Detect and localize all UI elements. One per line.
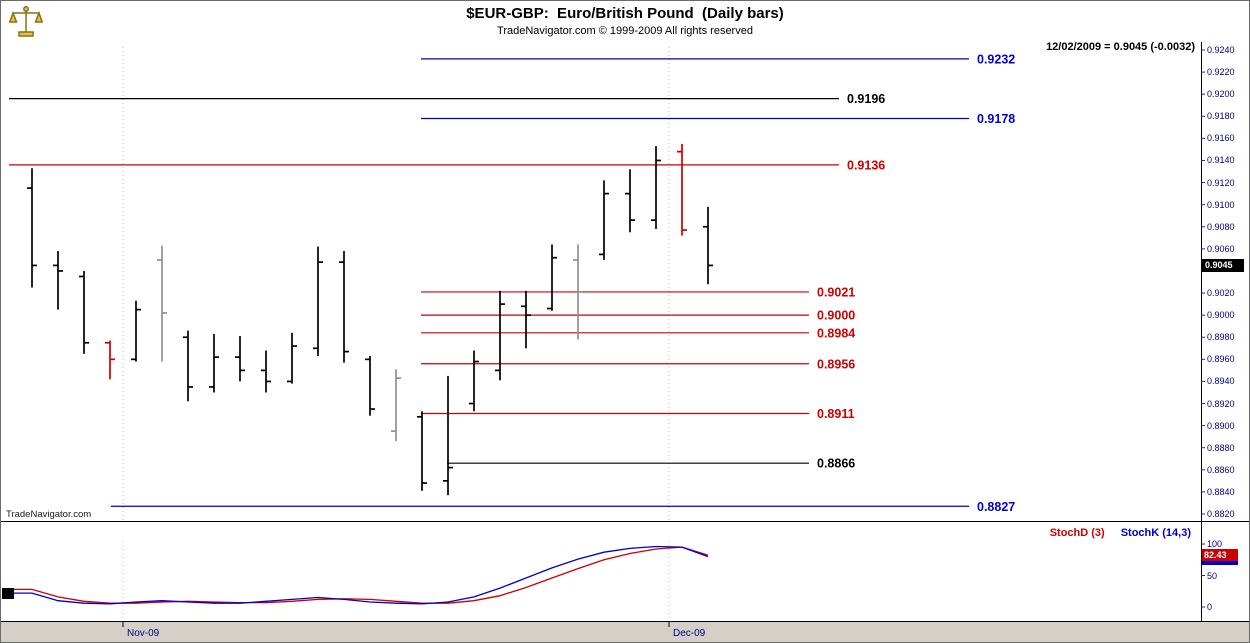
svg-text:0.9000: 0.9000 (817, 309, 855, 323)
stoch-value-badge: 82.43 (1202, 549, 1238, 562)
stochk-badge-sliver (1202, 561, 1238, 566)
price-tick-label: 0.9020 (1207, 288, 1235, 299)
stochd-legend-label[interactable]: StochD (3) (1049, 527, 1105, 539)
price-tick-label: 0.9180 (1207, 111, 1235, 122)
month-label: Dec-09 (673, 628, 706, 639)
month-label: Nov-09 (127, 628, 160, 639)
price-tick-label: 0.8920 (1207, 398, 1235, 409)
svg-text:0.8984: 0.8984 (817, 326, 855, 340)
svg-text:0.9178: 0.9178 (977, 112, 1015, 126)
price-tick-label: 0.8860 (1207, 464, 1235, 475)
price-tick-label: 0.9080 (1207, 221, 1235, 232)
price-tick-label: 0.8900 (1207, 420, 1235, 431)
price-tick-label: 0.8820 (1207, 509, 1235, 519)
price-tick-label: 0.9000 (1207, 310, 1235, 321)
app-logo-icon (8, 5, 44, 39)
price-tick-label: 0.9240 (1207, 45, 1235, 55)
stoch-tick-label: 0 (1207, 602, 1213, 612)
svg-text:0.8866: 0.8866 (817, 457, 855, 471)
price-tick-label: 0.9100 (1207, 199, 1235, 210)
price-tick-label: 0.8880 (1207, 442, 1235, 453)
price-tick-label: 0.9160 (1207, 133, 1235, 144)
svg-text:0.9196: 0.9196 (847, 92, 885, 106)
svg-text:0.8911: 0.8911 (817, 407, 855, 421)
stoch-tick-label: 50 (1207, 570, 1218, 581)
svg-text:0.9136: 0.9136 (847, 158, 885, 172)
stoch-legend: StochD (3) StochK (14,3) (1050, 527, 1191, 539)
time-axis-strip[interactable] (1, 621, 1249, 642)
price-tick-label: 0.9140 (1207, 155, 1235, 166)
price-tick-label: 0.9220 (1207, 67, 1235, 78)
last-quote-readout: 12/02/2009 = 0.9045 (-0.0032) (1046, 41, 1195, 53)
stoch-tick-label: 100 (1207, 539, 1223, 549)
price-tick-label: 0.8960 (1207, 354, 1235, 365)
chart-title: $EUR-GBP: Euro/British Pound (Daily bars… (466, 5, 784, 22)
watermark-text: TradeNavigator.com (6, 509, 92, 520)
price-tick-label: 0.8980 (1207, 332, 1235, 343)
current-price-badge: 0.9045 (1202, 258, 1244, 272)
copyright-text: TradeNavigator.com © 1999-2009 All right… (497, 25, 753, 37)
stochk-legend-label[interactable]: StochK (14,3) (1120, 527, 1191, 539)
svg-text:0.8956: 0.8956 (817, 357, 855, 371)
svg-text:0.9232: 0.9232 (977, 52, 1015, 66)
price-tick-label: 0.8940 (1207, 376, 1235, 387)
price-tick-label: 0.9060 (1207, 243, 1235, 254)
svg-text:0.8827: 0.8827 (977, 500, 1015, 514)
price-tick-label: 0.8840 (1207, 486, 1235, 497)
price-tick-label: 0.9120 (1207, 177, 1235, 188)
svg-text:0.9021: 0.9021 (817, 285, 855, 299)
price-tick-label: 0.9200 (1207, 89, 1235, 100)
